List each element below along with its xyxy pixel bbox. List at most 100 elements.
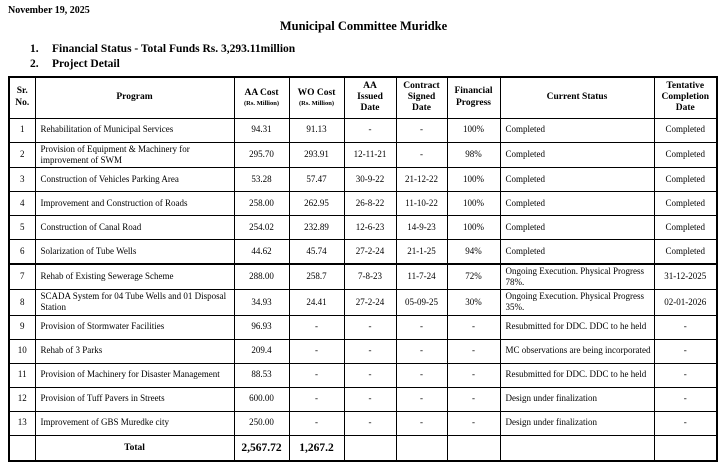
cell-aa-cost: 209.4 (233, 338, 290, 364)
cell-wo-cost: 258.7 (288, 262, 345, 290)
cell-aa-cost: 94.31 (233, 117, 290, 143)
cell-aa-issued-date: - (343, 386, 397, 412)
cell-tentative-completion-date: Completed (653, 167, 718, 192)
cell-aa-cost: 600.00 (233, 386, 290, 412)
cell-current-status: Completed (499, 239, 655, 264)
cell-tentative-completion-date: - (653, 386, 718, 412)
doc-list: 1. Financial Status - Total Funds Rs. 3,… (30, 43, 719, 70)
cell-current-status: Resubmitted for DDC. DDC to he held (499, 314, 655, 340)
cell-tentative-completion-date: Completed (653, 141, 718, 168)
cell-aa-cost: 258.00 (233, 191, 290, 216)
col-current-status: Current Status (499, 76, 655, 119)
column-header-label: AA Issued Date (357, 80, 383, 114)
table-body: 1 Rehabilitation of Municipal Services 94.… (8, 117, 718, 436)
cell-contract-signed-date: 11-7-24 (395, 262, 448, 290)
cell-aa-issued-date: - (343, 410, 397, 436)
cell-wo-cost: 262.95 (288, 191, 345, 216)
total-empty-cell (343, 434, 397, 462)
cell-financial-progress: 98% (446, 141, 501, 168)
cell-contract-signed-date: 21-12-22 (395, 167, 448, 192)
cell-wo-cost: 24.41 (288, 289, 345, 316)
total-empty-cell (446, 434, 501, 462)
cell-current-status: Design under finalization (499, 410, 655, 436)
cell-program: Provision of Machinery for Disaster Mana… (34, 362, 235, 388)
total-empty-cell (653, 434, 718, 462)
cell-financial-progress: - (446, 410, 501, 436)
cell-sr-no: 13 (8, 410, 36, 436)
cell-financial-progress: 72% (446, 262, 501, 290)
list-item-project-detail: 2. Project Detail (30, 58, 719, 70)
cell-tentative-completion-date: - (653, 338, 718, 364)
cell-financial-progress: 30% (446, 289, 501, 316)
cell-wo-cost: 91.13 (288, 117, 345, 143)
cell-wo-cost: 57.47 (288, 167, 345, 192)
cell-wo-cost: 293.91 (288, 141, 345, 168)
doc-date: November 19, 2025 (8, 5, 90, 16)
cell-sr-no: 11 (8, 362, 36, 388)
table-row: 13 Improvement of GBS Muredke city 250.00-… (8, 410, 718, 436)
cell-aa-cost: 34.93 (233, 289, 290, 316)
cell-wo-cost: - (288, 314, 345, 340)
cell-program: Construction of Vehicles Parking Area (34, 167, 235, 192)
table-row: 8 SCADA System for 04 Tube Wells and 01 D… (8, 289, 718, 316)
cell-wo-cost: 45.74 (288, 239, 345, 264)
col-program: Program (34, 76, 235, 119)
cell-aa-cost: 295.70 (233, 141, 290, 168)
cell-financial-progress: 100% (446, 117, 501, 143)
table-row: 12 Provision of Tuff Pavers in Streets 600… (8, 386, 718, 412)
cell-current-status: Completed (499, 215, 655, 240)
cell-sr-no: 7 (8, 262, 36, 290)
total-empty-cell (395, 434, 448, 462)
list-item-number: 2. (30, 58, 39, 70)
column-header-label: Contract Signed Date (403, 80, 440, 114)
cell-aa-issued-date: 26-8-22 (343, 191, 397, 216)
total-empty-cell (499, 434, 655, 462)
cell-sr-no: 5 (8, 215, 36, 240)
cell-contract-signed-date: - (395, 386, 448, 412)
table-row: 9 Provision of Stormwater Facilities 96.93… (8, 314, 718, 340)
column-header-subtitle: (Rs. Million) (298, 99, 335, 107)
cell-program: Rehab of 3 Parks (34, 338, 235, 364)
cell-tentative-completion-date: Completed (653, 239, 718, 264)
cell-contract-signed-date: - (395, 410, 448, 436)
cell-aa-issued-date: 12-6-23 (343, 215, 397, 240)
cell-financial-progress: - (446, 362, 501, 388)
cell-tentative-completion-date: 02-01-2026 (653, 289, 718, 316)
cell-tentative-completion-date: - (653, 410, 718, 436)
cell-current-status: Ongoing Execution. Physical Progress 78%… (499, 262, 655, 290)
cell-current-status: MC observations are being incorporated (499, 338, 655, 364)
cell-aa-issued-date: - (343, 314, 397, 340)
list-item-financial-status: 1. Financial Status - Total Funds Rs. 3,… (30, 43, 719, 55)
cell-sr-no: 2 (8, 141, 36, 168)
cell-aa-issued-date: - (343, 362, 397, 388)
cell-program: Provision of Tuff Pavers in Streets (34, 386, 235, 412)
cell-aa-cost: 88.53 (233, 362, 290, 388)
cell-tentative-completion-date: - (653, 362, 718, 388)
cell-sr-no: 10 (8, 338, 36, 364)
table-row: 5 Construction of Canal Road 254.02 232.89 1… (8, 215, 718, 240)
cell-financial-progress: 94% (446, 239, 501, 264)
cell-contract-signed-date: - (395, 314, 448, 340)
cell-aa-issued-date: - (343, 117, 397, 143)
cell-program: Improvement of GBS Muredke city (34, 410, 235, 436)
cell-financial-progress: - (446, 314, 501, 340)
cell-wo-cost: 232.89 (288, 215, 345, 240)
cell-aa-issued-date: - (343, 338, 397, 364)
cell-aa-cost: 44.62 (233, 239, 290, 264)
cell-financial-progress: 100% (446, 191, 501, 216)
cell-wo-cost: - (288, 386, 345, 412)
cell-sr-no: 6 (8, 239, 36, 264)
table-row: 4 Improvement and Construction of Roads 25… (8, 191, 718, 216)
cell-sr-no: 4 (8, 191, 36, 216)
cell-current-status: Completed (499, 167, 655, 192)
column-header-label: Program (116, 92, 153, 103)
cell-wo-cost: - (288, 410, 345, 436)
cell-current-status: Resubmitted for DDC. DDC to he held (499, 362, 655, 388)
projects-table: Sr. No. Program AA Cost (Rs. Million) WO Cos… (8, 76, 718, 462)
total-aa-cost: 2,567.72 (233, 434, 290, 462)
cell-tentative-completion-date: Completed (653, 117, 718, 143)
header-row: Sr. No. Program AA Cost (Rs. Million) WO Cos… (8, 76, 718, 119)
table-row: 6 Solarization of Tube Wells 44.62 45.74 27-… (8, 239, 718, 264)
